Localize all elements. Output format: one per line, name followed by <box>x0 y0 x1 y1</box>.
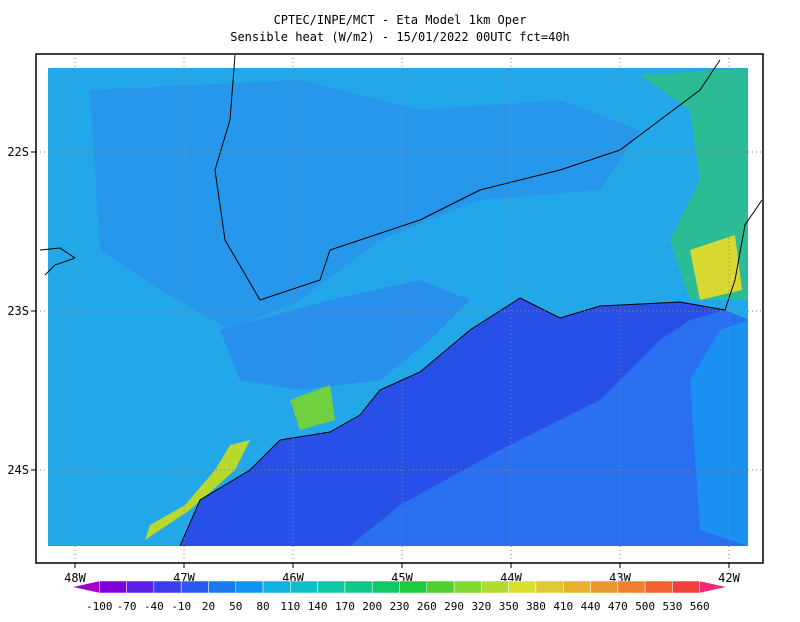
colorbar-swatch <box>99 580 127 594</box>
colorbar-label: 410 <box>553 600 573 613</box>
colorbar-swatch <box>371 580 400 594</box>
ocean-offshore <box>690 320 748 546</box>
colorbar-label: 380 <box>526 600 546 613</box>
colorbar-swatch <box>290 580 318 594</box>
colorbar-swatch <box>481 580 509 594</box>
colorbar-label: 530 <box>662 600 682 613</box>
colorbar-label: 440 <box>581 600 601 613</box>
colorbar-swatch <box>235 580 264 594</box>
land-patch <box>145 440 250 540</box>
colorbar-swatch <box>563 580 591 594</box>
colorbar-swatch <box>208 580 236 594</box>
subtitle: Sensible heat (W/m2) - 15/01/2022 00UTC … <box>230 30 570 44</box>
colorbar-label: 260 <box>417 600 437 613</box>
colorbar-swatch <box>699 580 728 594</box>
lon-tick-label: 48W <box>64 571 86 585</box>
colorbar-swatch <box>453 580 482 594</box>
colorbar-label: 500 <box>635 600 655 613</box>
lat-tick-label: 23S <box>7 304 29 318</box>
colorbar-label: 170 <box>335 600 355 613</box>
colorbar-swatch <box>344 580 373 594</box>
colorbar-swatch <box>399 580 428 594</box>
colorbar-label: -40 <box>144 600 164 613</box>
colorbar-label: 110 <box>280 600 300 613</box>
land-patch <box>90 80 640 330</box>
colorbar-swatch <box>644 580 673 594</box>
colorbar-swatch <box>426 580 455 594</box>
colorbar-swatch <box>617 580 646 594</box>
colorbar-swatch <box>153 580 182 594</box>
land-patch <box>220 280 470 390</box>
colorbar-label: -10 <box>171 600 191 613</box>
colorbar: -100 -70 -40 -10 20 50 80 110 140 170 200 230 260 290… <box>71 580 728 613</box>
colorbar-label: 200 <box>362 600 382 613</box>
colorbar-label: -100 <box>86 600 113 613</box>
lon-tick-label: 42W <box>718 571 740 585</box>
colorbar-label: 20 <box>202 600 215 613</box>
colorbar-label: 320 <box>471 600 491 613</box>
colorbar-label: 80 <box>256 600 269 613</box>
colorbar-swatch <box>262 580 291 594</box>
colorbar-swatch <box>535 580 564 594</box>
colorbar-label: -70 <box>117 600 137 613</box>
land-patch <box>690 235 742 300</box>
lat-tick-label: 24S <box>7 463 29 477</box>
colorbar-label: 50 <box>229 600 242 613</box>
title: CPTEC/INPE/MCT - Eta Model 1km Oper <box>274 13 527 27</box>
colorbar-label: 350 <box>499 600 519 613</box>
colorbar-swatch <box>317 580 346 594</box>
land-patch <box>290 385 335 430</box>
colorbar-label: 290 <box>444 600 464 613</box>
colorbar-label: 140 <box>308 600 328 613</box>
map-frame <box>35 53 764 564</box>
ocean-offshore <box>350 310 748 546</box>
map-field <box>39 54 763 547</box>
colorbar-label: 470 <box>608 600 628 613</box>
colorbar-swatch <box>672 580 700 594</box>
colorbar-swatch <box>590 580 619 594</box>
coastline <box>179 199 763 547</box>
colorbar-label: 230 <box>390 600 410 613</box>
colorbar-label: 560 <box>690 600 710 613</box>
lat-tick-label: 22S <box>7 145 29 159</box>
colorbar-swatch <box>126 580 155 594</box>
colorbar-swatch <box>508 580 537 594</box>
colorbar-swatch <box>180 580 209 594</box>
